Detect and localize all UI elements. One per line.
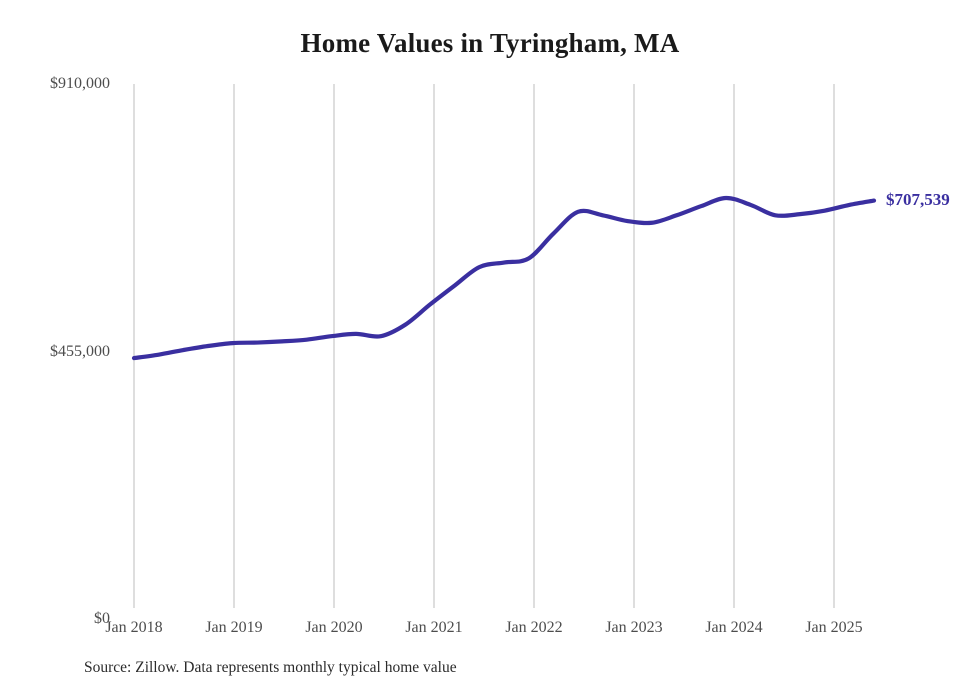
y-axis-tick-max: $910,000 (50, 75, 110, 92)
chart-title: Home Values in Tyringham, MA (300, 28, 680, 58)
x-axis-tick-jan-2019: Jan 2019 (205, 619, 263, 636)
series-line-typical-home-value (131, 195, 877, 361)
source-note: Source: Zillow. Data represents monthly … (84, 659, 457, 676)
gridlines (133, 84, 835, 608)
x-axis-tick-jan-2024: Jan 2024 (705, 619, 763, 636)
x-axis-tick-jan-2023: Jan 2023 (605, 619, 663, 636)
x-axis-tick-jan-2018: Jan 2018 (105, 619, 163, 636)
x-axis-tick-jan-2020: Jan 2020 (305, 619, 363, 636)
x-axis-tick-jan-2022: Jan 2022 (505, 619, 563, 636)
y-axis-tick-zero: $0 (94, 610, 110, 627)
y-axis-tick-mid: $455,000 (50, 343, 110, 360)
end-value-annotation: $707,539 (886, 189, 950, 209)
x-axis-tick-jan-2025: Jan 2025 (805, 619, 863, 636)
x-axis-tick-jan-2021: Jan 2021 (405, 619, 463, 636)
